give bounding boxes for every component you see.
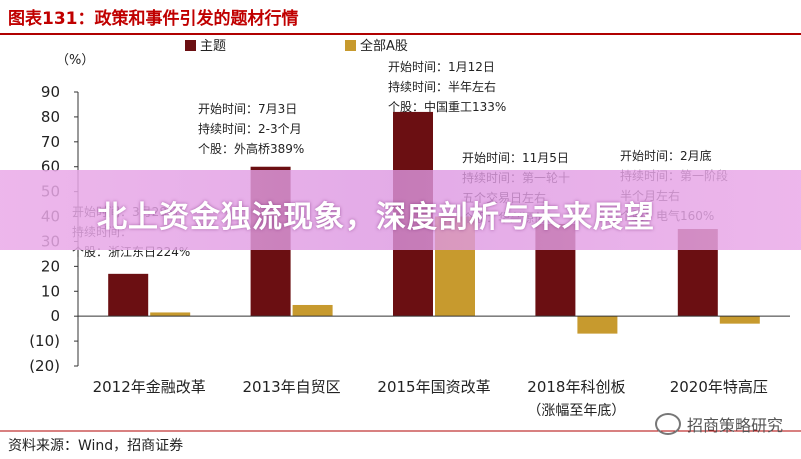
legend-label-market: 全部A股 — [360, 38, 408, 54]
x-tick-label: 2020年特高压 — [670, 378, 768, 396]
x-tick-label: 2018年科创板 — [527, 378, 625, 396]
bar-theme-0 — [108, 273, 149, 317]
x-tick-note: （涨幅至年底） — [527, 403, 625, 419]
bar-market-4 — [719, 316, 760, 324]
x-tick-label: 2013年自贸区 — [243, 378, 341, 396]
y-axis-unit: （%） — [56, 53, 94, 68]
x-tick-label: 2015年国资改革 — [377, 378, 490, 396]
y-tick-label: 80 — [41, 108, 60, 126]
y-tick-label: 20 — [41, 257, 60, 275]
x-axis: 2012年金融改革 2013年自贸区 2015年国资改革 2018年科创板 2020年特… — [93, 378, 768, 419]
bar-market-3 — [577, 316, 618, 334]
legend: 主题 全部A股 — [185, 38, 408, 54]
annotation-line: 个股：中国重工133% — [388, 99, 506, 114]
annotation-line: 开始时间：11月5日 — [462, 151, 569, 165]
annotation-line: 开始时间：7月3日 — [198, 102, 297, 116]
watermark-text: 招商策略研究 — [686, 416, 783, 435]
overlay-banner — [0, 170, 801, 250]
y-tick-label: 70 — [41, 133, 60, 151]
x-tick-label: 2012年金融改革 — [93, 378, 206, 396]
annotation-line: 开始时间：1月12日 — [388, 60, 495, 74]
annotation-line: 个股：外高桥389% — [198, 141, 304, 156]
y-tick-label: (20) — [29, 357, 60, 375]
bar-market-1 — [292, 304, 333, 317]
wechat-icon — [654, 413, 681, 435]
bar-market-0 — [150, 312, 191, 317]
y-tick-label: 90 — [41, 83, 60, 101]
legend-swatch-market — [345, 40, 356, 51]
figure-title: 图表131：政策和事件引发的题材行情 — [8, 8, 299, 29]
banner-headline: 北上资金独流现象，深度剖析与未来展望 — [97, 200, 655, 235]
legend-swatch-theme — [185, 40, 196, 51]
y-tick-label: (10) — [29, 332, 60, 350]
y-tick-label: 10 — [41, 282, 60, 300]
source-note: 资料来源：Wind，招商证券 — [8, 438, 183, 454]
watermark: 招商策略研究 — [654, 412, 783, 436]
y-tick-label: 0 — [50, 307, 60, 325]
annotation-line: 持续时间：2-3个月 — [198, 121, 302, 136]
legend-label-theme: 主题 — [200, 39, 226, 54]
annotation-line: 开始时间：2月底 — [620, 148, 712, 163]
annotation-line: 持续时间：半年左右 — [388, 79, 496, 94]
